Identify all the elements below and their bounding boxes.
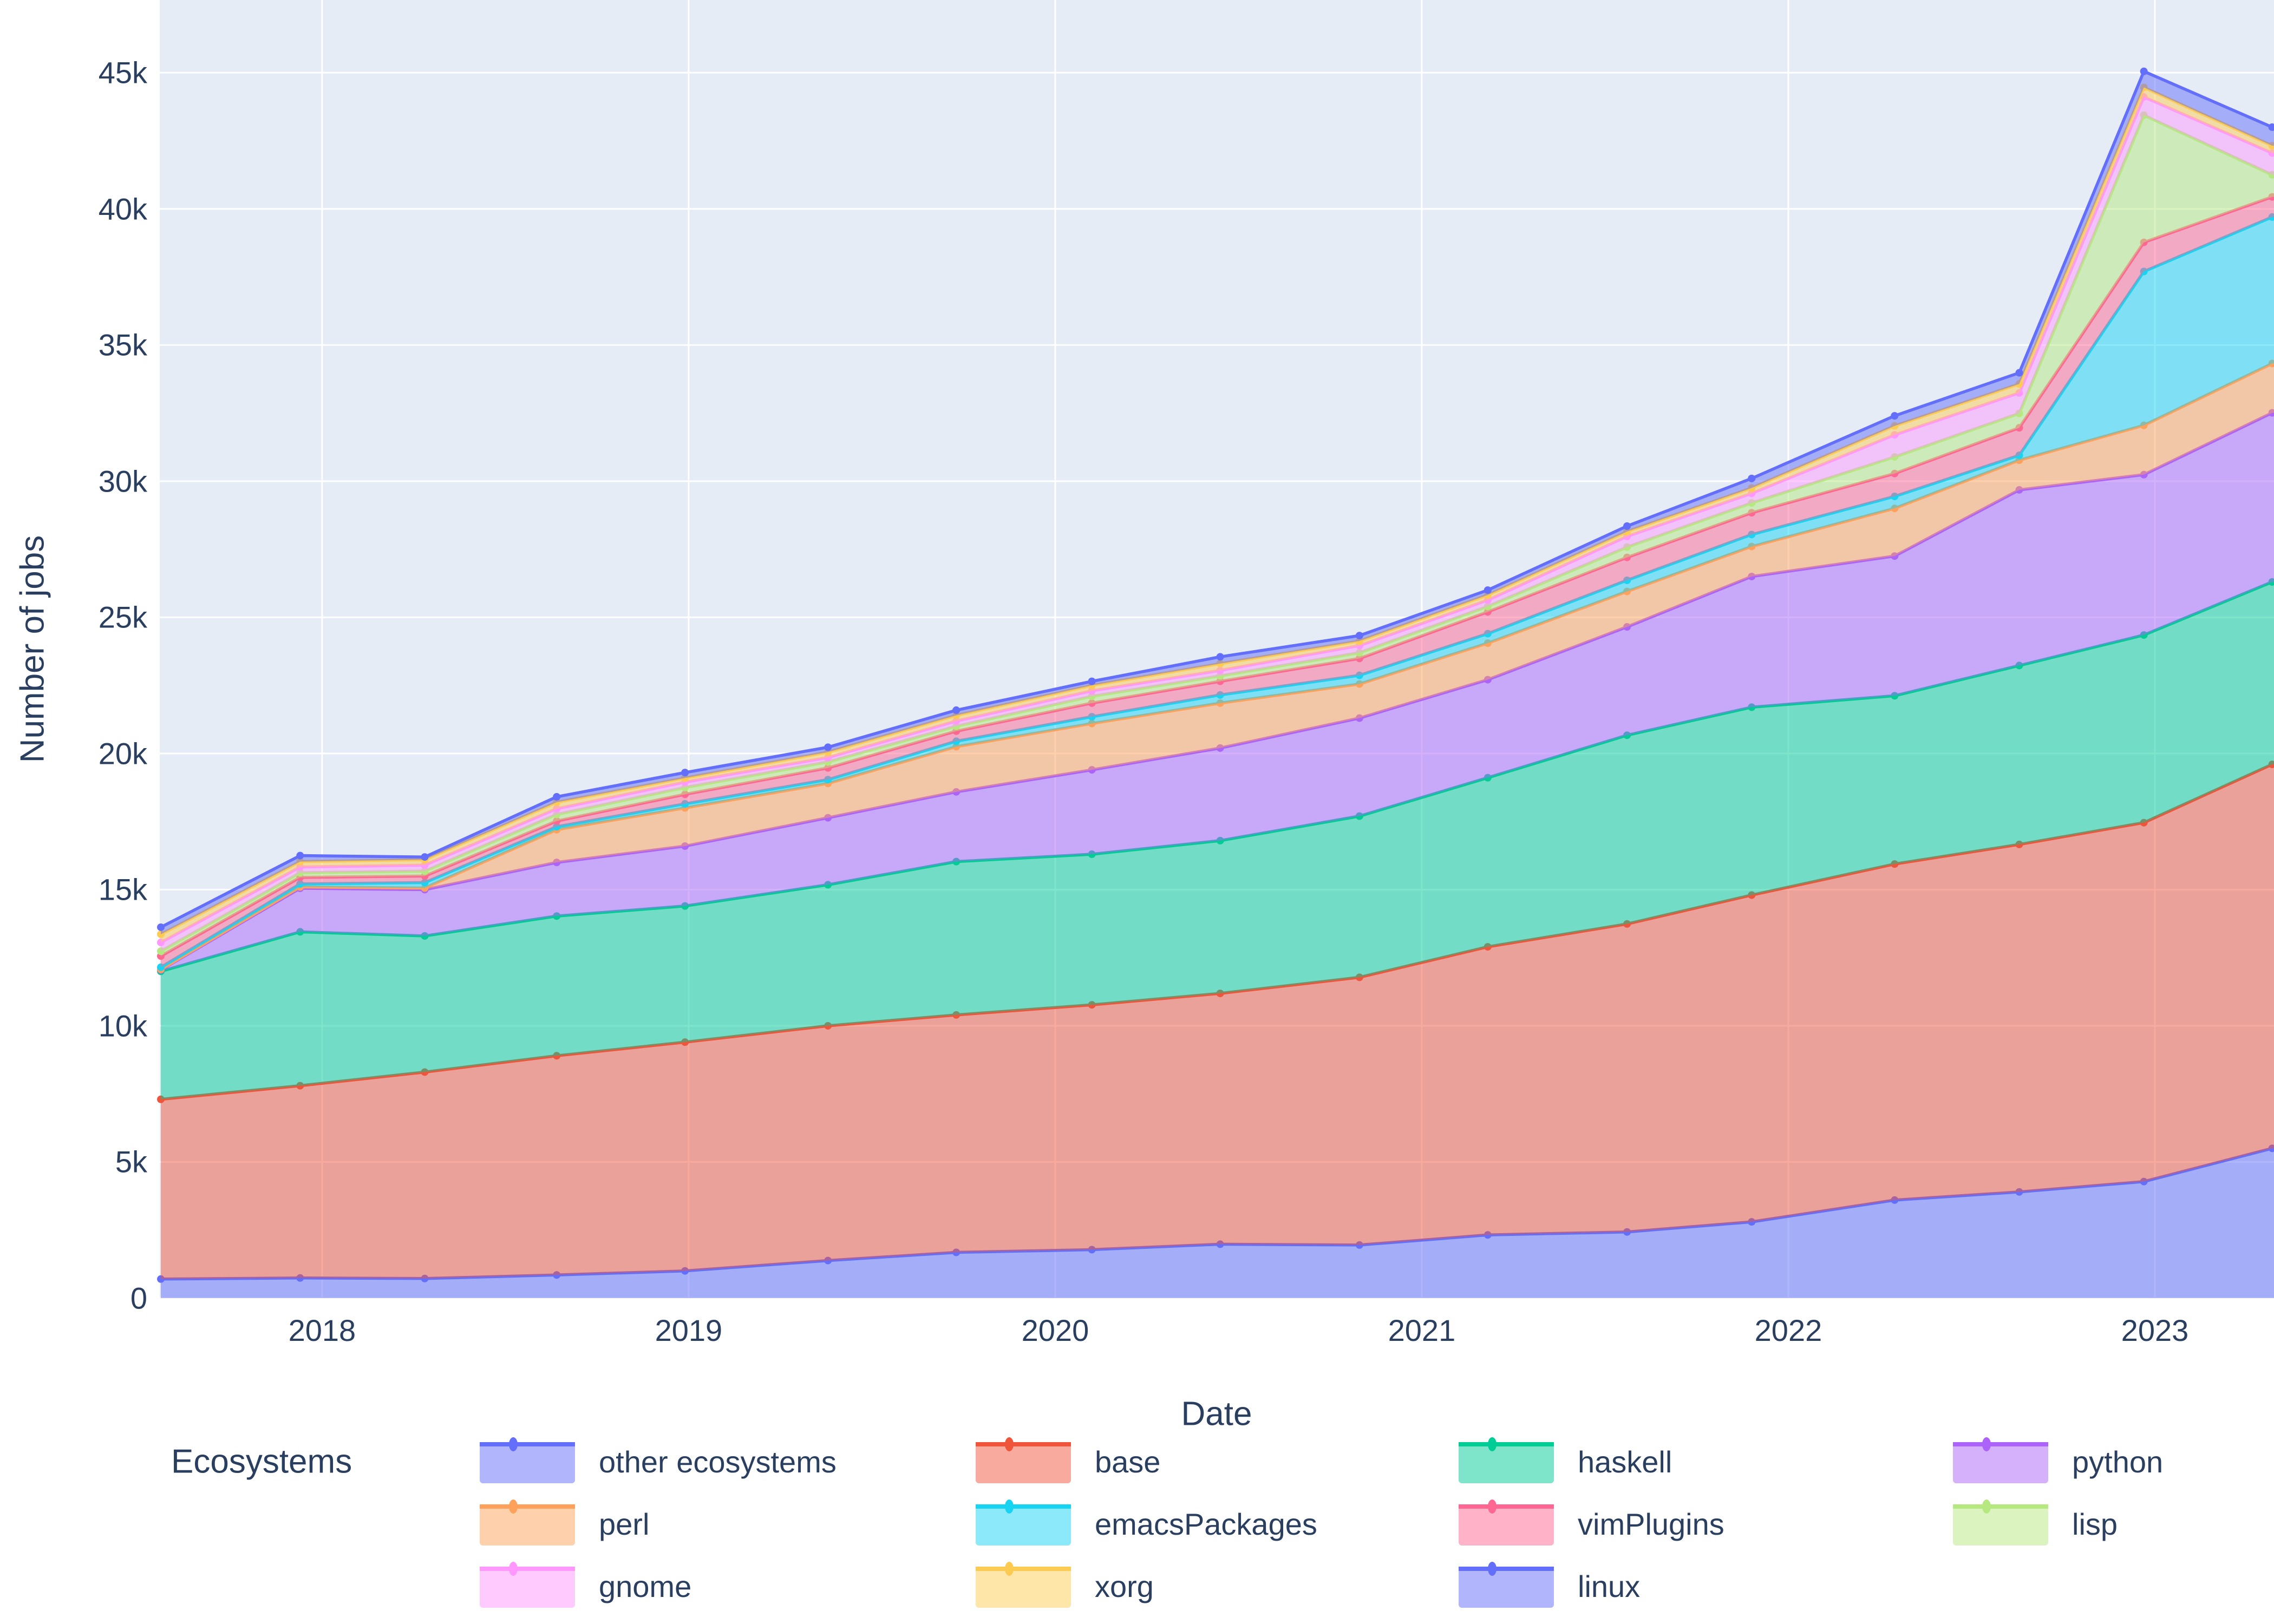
legend-item-other-ecosystems[interactable]: other ecosystems — [479, 1437, 837, 1487]
data-point-marker — [1748, 474, 1756, 482]
x-tick-label: 2021 — [1388, 1313, 1456, 1347]
legend-label: haskell — [1578, 1444, 1672, 1479]
legend-swatch-icon — [1459, 1562, 1554, 1608]
series-line-linux — [159, 70, 2274, 929]
data-point-marker — [1484, 586, 1492, 594]
legend-swatch-icon — [976, 1562, 1071, 1608]
legend-item-vim-plugins[interactable]: vimPlugins — [1458, 1499, 1724, 1549]
legend-swatch-icon — [1459, 1437, 1554, 1483]
legend-title: Ecosystems — [171, 1443, 352, 1481]
data-point-marker — [1623, 522, 1631, 530]
legend-item-python[interactable]: python — [1952, 1437, 2163, 1487]
legend-item-base[interactable]: base — [975, 1437, 1160, 1487]
legend-item-gnome[interactable]: gnome — [479, 1561, 691, 1611]
legend-label: python — [2072, 1444, 2164, 1479]
y-axis-title: Number of jobs — [14, 535, 51, 763]
y-tick-label: 40k — [98, 192, 147, 226]
legend-swatch-icon — [1953, 1499, 2048, 1546]
data-point-marker — [1216, 653, 1224, 661]
legend-label: emacsPackages — [1095, 1507, 1317, 1541]
series-area-haskell — [161, 582, 2274, 1099]
x-tick-label: 2019 — [655, 1313, 723, 1347]
x-tick-label: 2018 — [288, 1313, 356, 1347]
data-point-marker — [296, 852, 304, 860]
data-point-marker — [2268, 123, 2274, 131]
legend-swatch-icon — [1953, 1437, 2048, 1483]
series-area-base — [161, 764, 2274, 1279]
y-tick-label: 10k — [98, 1009, 147, 1043]
legend-item-perl[interactable]: perl — [479, 1499, 649, 1549]
legend-item-haskell[interactable]: haskell — [1458, 1437, 1672, 1487]
series-area-python — [161, 412, 2274, 972]
x-axis-title: Date — [1181, 1395, 1252, 1433]
y-tick-label: 15k — [98, 872, 147, 907]
legend-swatch-icon — [976, 1437, 1071, 1483]
legend-label: lisp — [2072, 1507, 2118, 1541]
data-point-marker — [1355, 632, 1363, 640]
legend-label: xorg — [1095, 1569, 1154, 1603]
legend-label: other ecosystems — [599, 1444, 837, 1479]
data-point-marker — [2140, 67, 2148, 75]
legend-item-linux[interactable]: linux — [1458, 1561, 1640, 1611]
y-tick-label: 45k — [98, 55, 147, 90]
legend-item-xorg[interactable]: xorg — [975, 1561, 1154, 1611]
legend-label: base — [1095, 1444, 1161, 1479]
series-area-other-ecosystems — [161, 1148, 2274, 1298]
legend-label: perl — [599, 1507, 650, 1541]
data-point-marker — [2015, 369, 2023, 377]
series-markers-linux — [157, 67, 2274, 931]
legend-item-lisp[interactable]: lisp — [1952, 1499, 2118, 1549]
x-tick-label: 2023 — [2121, 1313, 2189, 1347]
data-point-marker — [421, 853, 429, 861]
x-tick-label: 2022 — [1754, 1313, 1822, 1347]
y-tick-label: 0 — [130, 1281, 147, 1315]
series-area-perl — [161, 363, 2274, 970]
data-point-marker — [1088, 677, 1096, 685]
x-tick-label: 2020 — [1021, 1313, 1089, 1347]
legend-swatch-icon — [480, 1499, 575, 1546]
data-point-marker — [157, 923, 165, 931]
y-tick-label: 30k — [98, 464, 147, 499]
data-point-marker — [553, 793, 561, 801]
legend-label: vimPlugins — [1578, 1507, 1724, 1541]
legend-swatch-icon — [480, 1437, 575, 1483]
legend-label: linux — [1578, 1569, 1641, 1603]
data-point-marker — [681, 769, 689, 777]
data-point-marker — [952, 706, 960, 714]
legend-swatch-icon — [480, 1562, 575, 1608]
data-point-marker — [1891, 412, 1899, 420]
y-tick-label: 5k — [115, 1144, 147, 1179]
y-tick-label: 20k — [98, 736, 147, 771]
y-tick-label: 35k — [98, 328, 147, 362]
data-point-marker — [824, 743, 832, 751]
y-tick-label: 25k — [98, 600, 147, 634]
legend-label: gnome — [599, 1569, 692, 1603]
legend-swatch-icon — [976, 1499, 1071, 1546]
legend-swatch-icon — [1459, 1499, 1554, 1546]
legend-item-emacs-packages[interactable]: emacsPackages — [975, 1499, 1317, 1549]
